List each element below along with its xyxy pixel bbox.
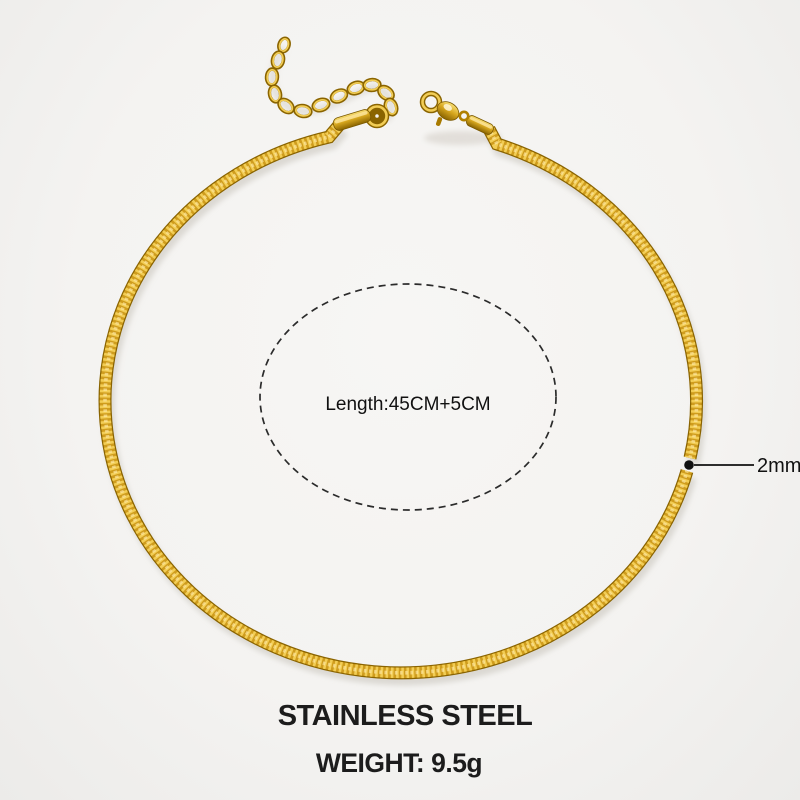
dashed-ellipse	[259, 283, 557, 511]
size-annotation: Length:45CM+5CM	[259, 283, 557, 511]
snake-chain	[98, 119, 703, 680]
chain-link	[270, 50, 286, 70]
callout-dot	[684, 460, 694, 470]
product-specs: STAINLESS STEEL WEIGHT: 9.5g	[278, 700, 533, 778]
chain-link	[264, 67, 280, 87]
clasp-trigger	[435, 117, 443, 126]
thickness-callout: 2mm	[684, 455, 800, 477]
chain-link	[362, 77, 382, 93]
chain-link	[277, 97, 295, 115]
clasp-connector-link	[458, 110, 470, 122]
chain-link	[377, 84, 395, 102]
chain-link	[267, 84, 283, 104]
chain-link	[329, 88, 349, 104]
lobster-clasp	[419, 90, 470, 126]
chain-link	[293, 103, 313, 119]
extender-chain	[264, 36, 399, 119]
weight-label: WEIGHT: 9.5g	[316, 748, 482, 778]
material-label: STAINLESS STEEL	[278, 700, 533, 732]
thickness-label: 2mm	[757, 455, 800, 477]
snake-chain-long-arc	[98, 119, 694, 680]
end-cap-left	[332, 109, 372, 131]
chain-link	[311, 97, 331, 113]
end-cap-right	[466, 115, 494, 135]
snake-chain-short-arc	[483, 125, 703, 460]
length-label: Length:45CM+5CM	[325, 394, 490, 415]
